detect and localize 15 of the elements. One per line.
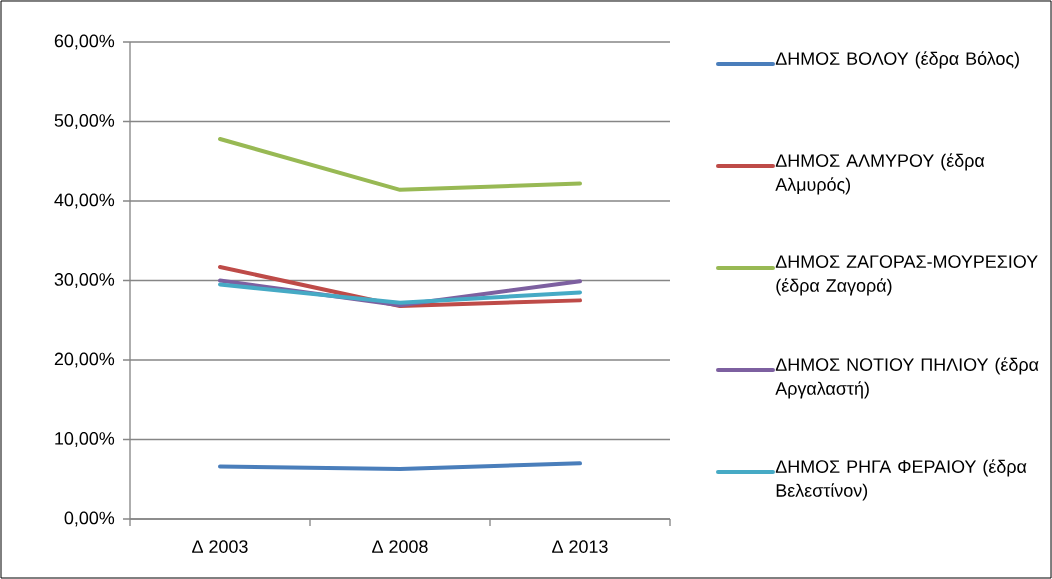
x-tick-label: Δ 2003 <box>192 540 248 553</box>
legend-label: ΔΗΜΟΣ ΝΟΤΙΟΥ ΠΗΛΙΟΥ (έδρα Αργαλαστή) <box>775 357 1039 399</box>
y-tick-label: 0,00% <box>64 511 115 527</box>
legend-label: ΔΗΜΟΣ ΡΗΓΑ ΦΕΡΑΙΟΥ (έδρα Βελεστίνον) <box>775 459 1027 501</box>
legend-label: ΔΗΜΟΣ ΖΑΓΟΡΑΣ-ΜΟΥΡΕΣΙΟΥ (έδρα Ζαγορά) <box>775 255 1038 296</box>
legend-label: ΔΗΜΟΣ ΒΟΛΟΥ (έδρα Βόλος) <box>775 51 1019 69</box>
y-tick-label: 50,00% <box>54 114 115 129</box>
y-tick-label: 40,00% <box>54 193 115 209</box>
y-tick-label: 10,00% <box>55 432 115 447</box>
y-tick-label: 30,00% <box>54 273 115 288</box>
y-tick-label: 60,00% <box>54 34 115 50</box>
x-tick-label: Δ 2013 <box>552 540 608 553</box>
x-tick-label: Δ 2008 <box>372 540 428 553</box>
legend-label: ΔΗΜΟΣ ΑΛΜΥΡΟΥ (έδρα Αλμυρός) <box>775 153 985 195</box>
y-tick-label: 20,00% <box>54 352 115 368</box>
